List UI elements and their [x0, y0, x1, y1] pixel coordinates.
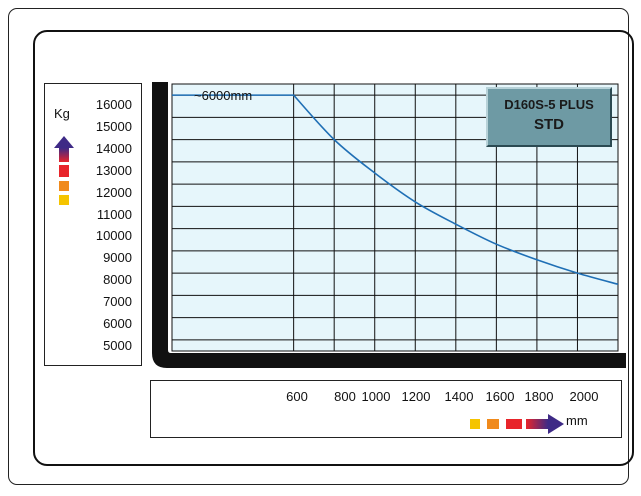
y-axis-label-panel — [44, 83, 142, 366]
y-tick-label: 6000 — [103, 316, 132, 331]
x-tick-label: 1800 — [524, 389, 554, 404]
x-tick-label: 2000 — [569, 389, 599, 404]
capacity-curve-group — [172, 94, 619, 286]
y-tick-label: 14000 — [95, 140, 132, 156]
y-tick-label: 13000 — [95, 162, 132, 178]
y-tick-label: 7000 — [103, 294, 132, 310]
model-badge: D160S-5 PLUS STD — [486, 87, 612, 147]
y-tick-label: 10000 — [95, 228, 132, 244]
x-tick-label: 1400 — [444, 389, 474, 404]
x-tick-label: 1000 — [361, 389, 391, 404]
grid — [172, 84, 618, 351]
model-name: D160S-5 PLUS — [504, 97, 594, 112]
y-tick-label: 11000 — [96, 206, 132, 222]
y-tick-label: 12000 — [95, 184, 132, 200]
distance-arrow-icon — [470, 414, 564, 434]
max-height-annotation: ~6000mm — [194, 88, 253, 103]
model-variant: STD — [534, 116, 564, 133]
x-tick-label: 1200 — [401, 389, 431, 404]
inner-frame — [33, 30, 634, 466]
weight-arrow-icon — [54, 136, 74, 205]
x-unit-label: mm — [566, 413, 588, 428]
outer-frame — [8, 8, 629, 485]
y-tick-label: 16000 — [95, 97, 132, 112]
y-tick-label: 8000 — [103, 272, 132, 288]
x-tick-label: 600 — [286, 389, 308, 404]
y-unit-label: Kg — [54, 106, 70, 121]
y-tick-label: 15000 — [95, 118, 132, 134]
y-tick-label: 9000 — [103, 250, 132, 266]
x-tick-label: 1600 — [485, 389, 515, 404]
y-tick-label: 5000 — [103, 337, 132, 353]
x-tick-label: 800 — [334, 389, 356, 404]
capacity-curve — [172, 94, 619, 286]
